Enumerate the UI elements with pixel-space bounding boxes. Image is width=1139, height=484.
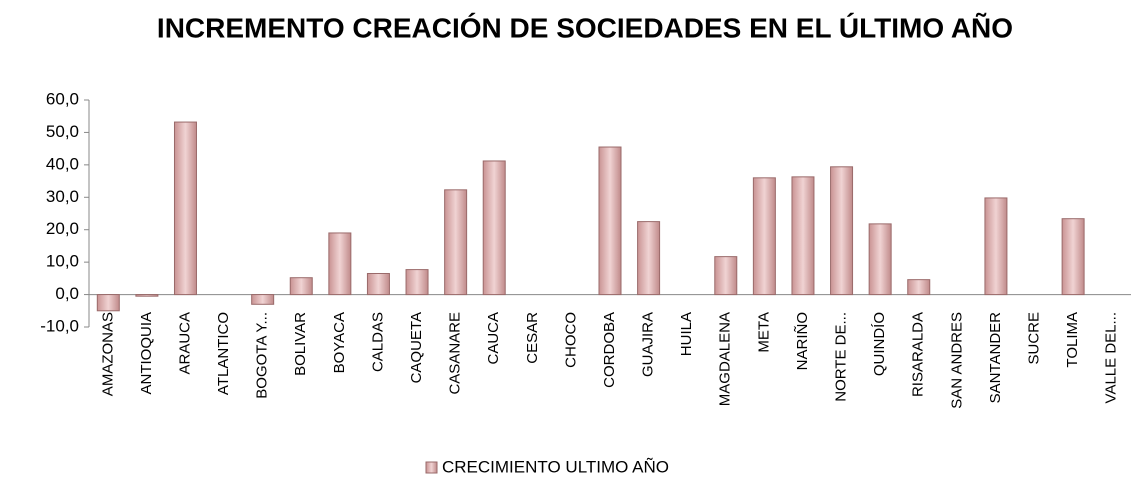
x-tick-label: BOYACA bbox=[331, 312, 348, 373]
chart-title: INCREMENTO CREACIÓN DE SOCIEDADES EN EL … bbox=[157, 12, 1013, 43]
y-tick-label: 10,0 bbox=[46, 252, 79, 271]
bar bbox=[830, 166, 854, 296]
bar bbox=[366, 272, 390, 296]
x-tick-label: NORTE DE... bbox=[833, 312, 850, 402]
bar bbox=[637, 221, 661, 296]
x-tick-label: VALLE DEL... bbox=[1103, 312, 1120, 403]
x-tick-label: CHOCO bbox=[562, 312, 579, 368]
x-tick-label: MAGDALENA bbox=[717, 312, 734, 406]
x-tick-label: RISARALDA bbox=[910, 312, 927, 397]
y-tick-label: -10,0 bbox=[40, 316, 79, 335]
bar bbox=[96, 294, 120, 312]
x-tick-label: CALDAS bbox=[369, 312, 386, 372]
x-tick-label: SUCRE bbox=[1025, 312, 1042, 365]
x-tick-label: BOGOTA Y... bbox=[254, 312, 271, 399]
bar bbox=[173, 121, 197, 296]
x-tick-label: SAN ANDRES bbox=[948, 312, 965, 409]
x-tick-label: CAUCA bbox=[485, 312, 502, 365]
legend-label: CRECIMIENTO ULTIMO AÑO bbox=[442, 457, 669, 476]
bar bbox=[251, 294, 275, 305]
y-tick-label: 30,0 bbox=[46, 187, 79, 206]
y-tick-label: 20,0 bbox=[46, 219, 79, 238]
x-tick-label: GUAJIRA bbox=[640, 312, 657, 377]
bar bbox=[405, 269, 429, 296]
bar bbox=[289, 277, 313, 296]
y-tick-label: 0,0 bbox=[55, 284, 79, 303]
bar bbox=[482, 160, 506, 296]
bar bbox=[984, 197, 1008, 296]
y-tick-label: 60,0 bbox=[46, 89, 79, 108]
x-tick-label: TOLIMA bbox=[1064, 312, 1081, 368]
x-tick-label: META bbox=[755, 312, 772, 353]
x-tick-label: CAQUETA bbox=[408, 312, 425, 383]
y-tick-label: 40,0 bbox=[46, 154, 79, 173]
x-tick-label: CORDOBA bbox=[601, 312, 618, 388]
x-tick-label: ARAUCA bbox=[176, 312, 193, 375]
x-tick-label: SANTANDER bbox=[987, 312, 1004, 404]
bar bbox=[135, 294, 159, 297]
bar bbox=[1061, 218, 1085, 296]
bar bbox=[714, 256, 738, 296]
bar bbox=[907, 279, 931, 296]
x-tick-label: QUINDÍO bbox=[871, 312, 888, 376]
x-tick-label: NARIÑO bbox=[794, 312, 811, 370]
bar bbox=[444, 189, 468, 296]
x-tick-label: BOLIVAR bbox=[292, 312, 309, 376]
bar bbox=[752, 177, 776, 296]
x-tick-label: CESAR bbox=[524, 312, 541, 364]
y-tick-label: 50,0 bbox=[46, 122, 79, 141]
x-tick-label: CASANARE bbox=[447, 312, 464, 395]
x-tick-label: HUILA bbox=[678, 312, 695, 356]
bar bbox=[328, 232, 352, 296]
legend-marker bbox=[425, 461, 438, 474]
bar bbox=[868, 223, 892, 296]
bar bbox=[598, 146, 622, 296]
bar bbox=[791, 176, 815, 296]
x-tick-label: AMAZONAS bbox=[99, 312, 116, 396]
x-tick-label: ANTIOQUIA bbox=[138, 312, 155, 395]
x-tick-label: ATLANTICO bbox=[215, 312, 232, 395]
